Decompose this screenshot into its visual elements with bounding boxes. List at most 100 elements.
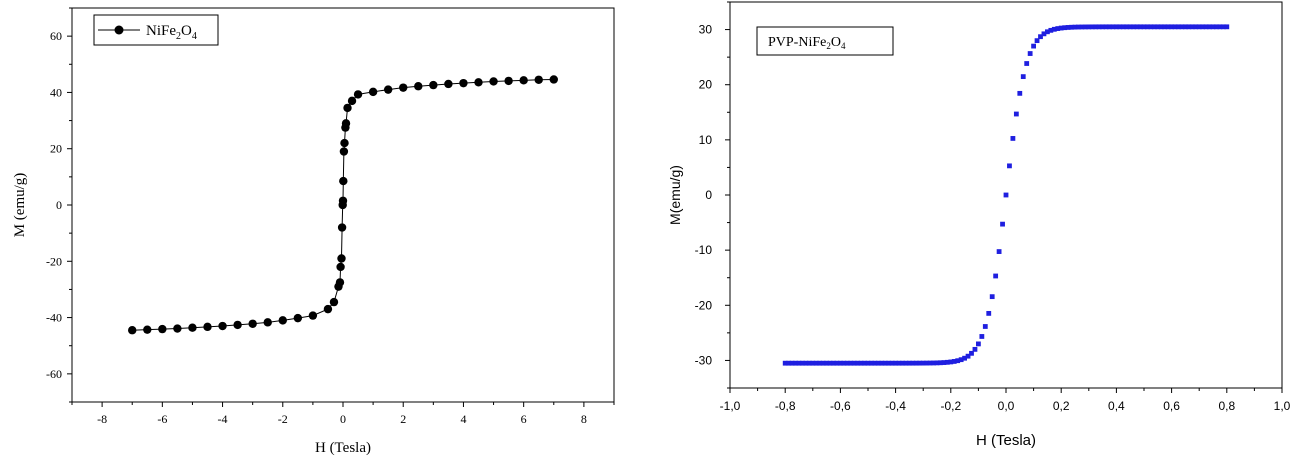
- chart2-data-point: [1017, 90, 1023, 96]
- chart2-data-point: [862, 360, 867, 366]
- chart2-data-point: [1069, 24, 1074, 30]
- chart2-data-point: [1000, 221, 1005, 227]
- chart1-data-point: [158, 324, 167, 334]
- chart2-data-point: [872, 360, 878, 366]
- chart1-data-point: [339, 176, 348, 186]
- chart2-data-point: [900, 360, 905, 366]
- chart1-data-point: [335, 278, 345, 287]
- chart1-data-point: [233, 320, 242, 330]
- chart2-data-point: [1072, 24, 1078, 30]
- chart2-data-point: [1189, 24, 1195, 30]
- chart1-data-point: [203, 322, 212, 332]
- chart2-data-point: [824, 360, 829, 366]
- chart1-data-point: [489, 77, 498, 86]
- chart1-data-point: [308, 311, 318, 320]
- chart2-data-point: [1124, 24, 1130, 30]
- chart2-data-point: [875, 360, 881, 366]
- chart2-data-point: [793, 360, 798, 366]
- chart2-data-point: [1176, 24, 1181, 30]
- chart2-data-point: [1079, 24, 1085, 30]
- chart1-data-point: [341, 119, 351, 128]
- chart2-data-point: [803, 360, 809, 366]
- chart1-data-point: [368, 87, 378, 97]
- chart2-legend-label: PVP-NiFe2O4: [768, 35, 846, 51]
- chart2-data-point: [1065, 25, 1071, 30]
- chart2-x-tick-label: 0,4: [1108, 399, 1125, 413]
- chart1-data-point: [549, 75, 558, 84]
- chart2-data-point: [1155, 24, 1161, 30]
- chart1-data-point: [337, 254, 346, 263]
- chart2-x-tick-label: -1,0: [720, 399, 741, 413]
- chart2-x-tick-label: 1,0: [1274, 399, 1291, 413]
- chart2-x-tick-label: -0,8: [775, 399, 796, 413]
- chart2-data-point: [827, 360, 833, 366]
- chart2-x-tick-label: -0,2: [940, 399, 961, 413]
- chart2-data-point: [1217, 24, 1223, 30]
- chart2-data-point: [927, 360, 933, 366]
- chart2-data-point: [1193, 24, 1199, 30]
- chart2-data-point: [1048, 27, 1054, 33]
- chart1-y-tick-label: 40: [50, 85, 62, 99]
- chart2-data-point: [810, 360, 816, 366]
- chart2-data-point: [948, 359, 954, 365]
- chart1-y-tick-label: 20: [50, 142, 62, 156]
- chart2-data-point: [907, 360, 912, 366]
- chart2-data-point: [986, 310, 992, 316]
- chart2-data-point: [1179, 24, 1185, 30]
- chart2-data-point: [1148, 24, 1154, 30]
- chart2-data-point: [1172, 24, 1178, 30]
- chart2-data-point: [858, 360, 864, 366]
- chart2-data-point: [931, 360, 936, 366]
- chart1-y-tick-label: -20: [46, 254, 62, 268]
- chart1-data-point: [383, 85, 393, 94]
- chart1-data-point: [173, 324, 182, 333]
- chart2-data-point: [1131, 24, 1137, 30]
- chart1-x-tick-label: -6: [157, 412, 167, 426]
- chart2-legend-part: 4: [841, 41, 846, 51]
- chart2-data-point: [838, 360, 843, 366]
- chart2-data-point: [1141, 24, 1147, 30]
- chart1-data-point: [338, 196, 348, 205]
- chart2-data-point: [1041, 31, 1047, 37]
- chart2-data-point: [1082, 24, 1088, 30]
- chart2-data-point: [820, 360, 826, 366]
- chart1-data-point: [444, 79, 453, 89]
- chart1-data-point: [414, 82, 423, 91]
- chart2-data-point: [1134, 24, 1140, 30]
- chart1-x-tick-label: -8: [97, 412, 107, 426]
- chart2-data-point: [924, 360, 930, 366]
- chart2-data-point: [879, 360, 885, 366]
- chart2-data-point: [903, 360, 909, 366]
- chart1-data-point: [128, 326, 137, 335]
- chart2-data-point: [1045, 29, 1050, 35]
- chart1-data-point: [293, 313, 303, 323]
- chart2-data-point: [834, 360, 840, 366]
- chart2-data-point: [938, 360, 943, 366]
- chart2-data-point: [1214, 24, 1219, 30]
- chart2-data-point: [896, 360, 902, 366]
- chart2-data-point: [1158, 24, 1164, 30]
- chart1-data-point: [337, 223, 347, 232]
- chart2-data-point: [996, 249, 1002, 254]
- chart2-data-point: [920, 360, 926, 366]
- chart1-legend-part: O: [181, 23, 192, 39]
- chart2-data-point: [913, 360, 919, 366]
- chart1-x-tick-label: -4: [218, 412, 228, 426]
- chart2-data-point: [1051, 26, 1057, 32]
- chart1-data-point: [459, 78, 468, 88]
- chart2-data-point: [1145, 24, 1150, 30]
- chart1-y-tick-label: 60: [50, 29, 62, 43]
- chart2-data-point: [1013, 111, 1019, 117]
- chart2-data-point: [796, 360, 802, 366]
- chart2-data-point: [1103, 24, 1109, 30]
- chart1-data-point: [347, 96, 357, 106]
- chart2-data-point: [934, 360, 940, 366]
- chart2-data-point: [1086, 24, 1092, 30]
- chart2-data-point: [886, 360, 892, 366]
- chart2-data-point: [1138, 24, 1143, 30]
- chart2-y-tick-label: -20: [695, 298, 713, 312]
- chart1-legend-part: 2: [176, 31, 181, 42]
- chart1-legend-label: NiFe2O4: [146, 23, 197, 42]
- chart2-y-tick-label: 30: [699, 23, 713, 37]
